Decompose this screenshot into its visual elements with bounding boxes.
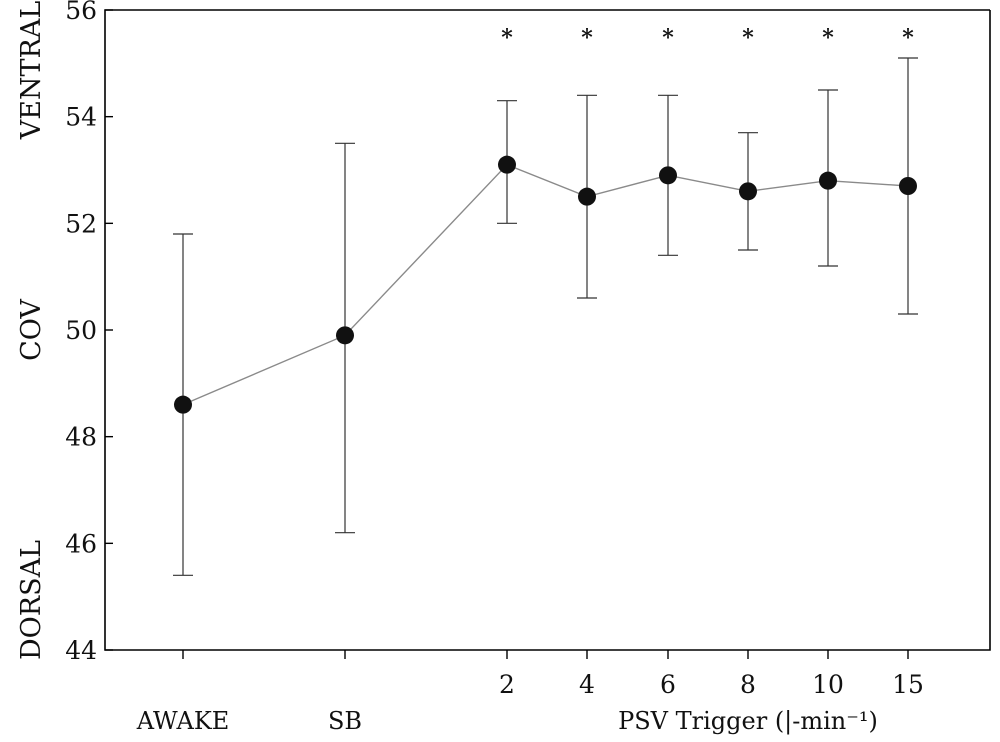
x-tick-label: AWAKE [136, 707, 230, 735]
error-bars [173, 57, 918, 576]
data-point [174, 395, 192, 414]
y-tick-label: 46 [65, 529, 97, 558]
plot-frame [104, 9, 991, 651]
significance-marker: * [742, 25, 754, 51]
significance-markers: * * * * * * [501, 25, 914, 51]
side-label-ventral: VENTRAL [16, 1, 47, 141]
x-tick-label: 4 [579, 670, 595, 699]
side-labels: VENTRAL COV DORSAL [16, 1, 47, 660]
series-line [182, 163, 909, 406]
y-tick-label: 48 [65, 423, 97, 452]
data-point [336, 326, 354, 345]
significance-marker: * [581, 25, 593, 51]
significance-marker: * [501, 25, 513, 51]
x-tick-labels: AWAKE SB 2 4 6 8 10 15 [136, 670, 924, 735]
x-tick-label: 15 [892, 670, 924, 699]
series-polyline [182, 163, 909, 406]
significance-marker: * [822, 25, 834, 51]
data-point [819, 171, 837, 190]
data-points [174, 155, 917, 414]
significance-marker: * [902, 25, 914, 51]
axes: 44 46 48 50 52 54 56 [65, 0, 991, 665]
data-point [739, 182, 757, 201]
side-label-dorsal: DORSAL [16, 540, 47, 660]
y-tick-label: 52 [65, 209, 97, 238]
x-group-label: PSV Trigger (|-min⁻¹) [618, 707, 878, 736]
significance-marker: * [662, 25, 674, 51]
y-tick-label: 56 [65, 0, 97, 25]
data-point [498, 155, 516, 174]
x-tick-label: 8 [740, 670, 756, 699]
x-tick-label: SB [328, 707, 362, 735]
side-label-cov: COV [16, 299, 47, 361]
x-tick-label: 2 [499, 670, 515, 699]
y-tick-label: 50 [65, 316, 97, 345]
data-point [659, 166, 677, 185]
x-tick-label: 6 [660, 670, 676, 699]
data-point [899, 177, 917, 195]
data-point [578, 187, 596, 206]
y-tick-label: 44 [65, 636, 97, 665]
x-tick-label: 10 [812, 670, 844, 699]
y-tick-label: 54 [65, 103, 97, 132]
